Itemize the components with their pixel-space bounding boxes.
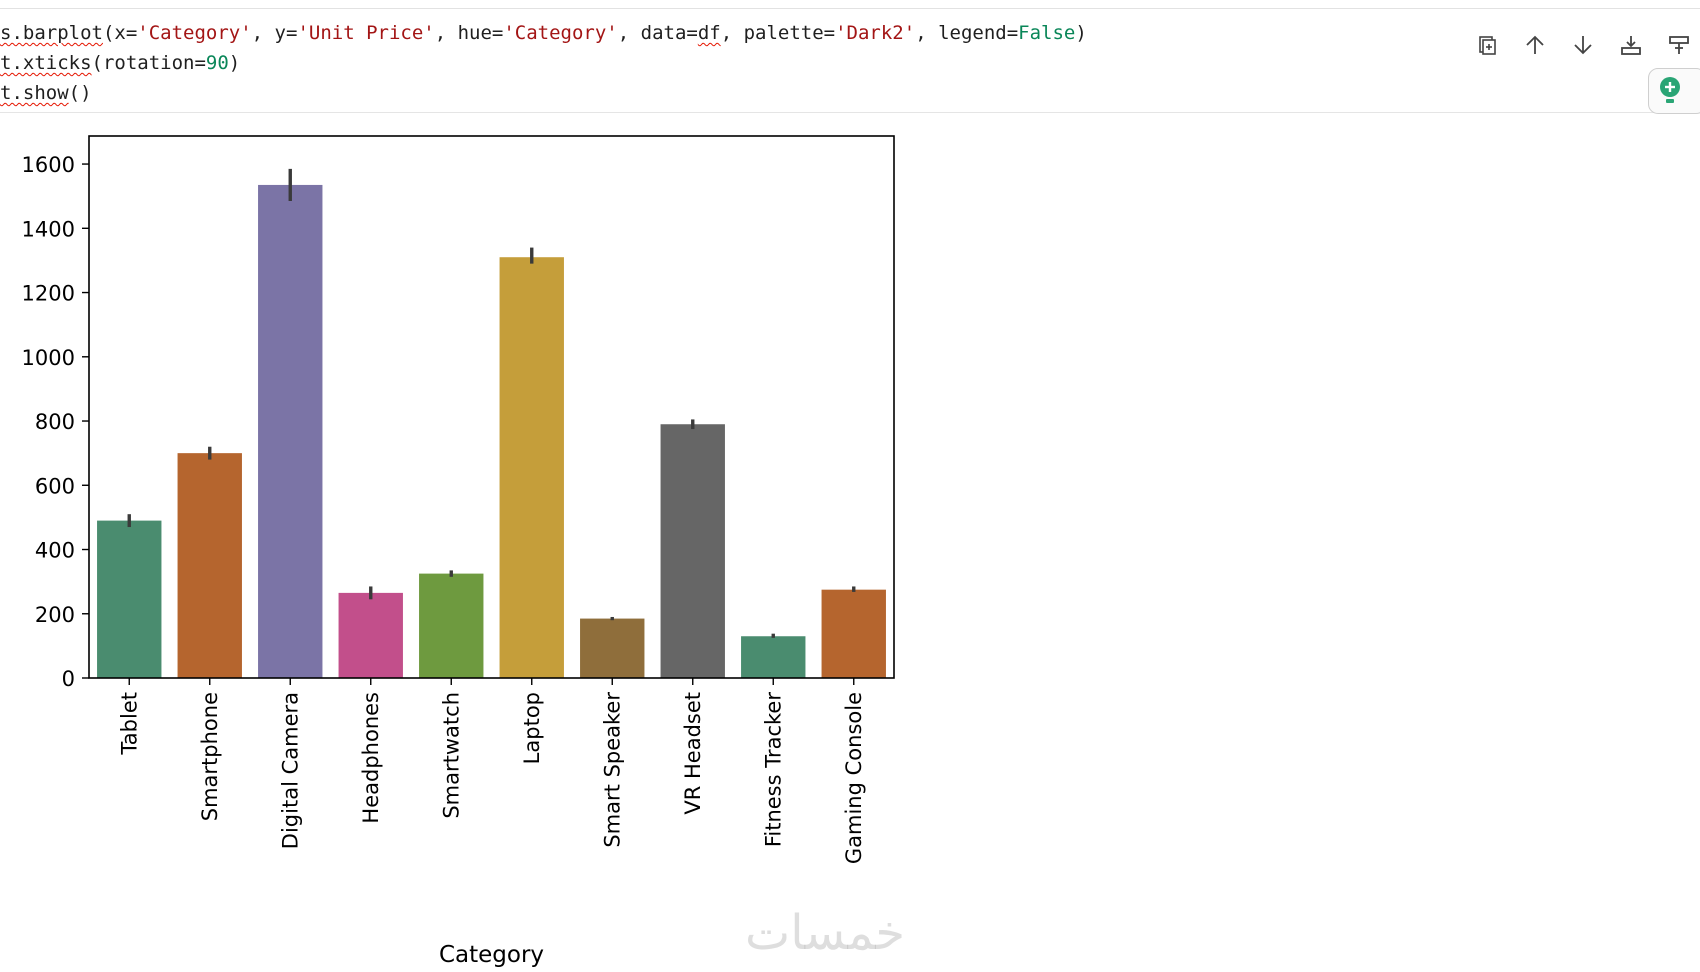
error-bars	[127, 168, 856, 638]
x-tick-label: Tablet	[117, 692, 141, 756]
bar-vr-headset	[660, 424, 725, 678]
bar-laptop	[499, 257, 564, 678]
move-down-button[interactable]	[1566, 28, 1600, 62]
code-token: ()	[68, 82, 92, 104]
code-token: , y=	[251, 22, 298, 44]
move-down-icon	[1574, 36, 1592, 55]
bar-smartwatch	[419, 573, 484, 678]
code-line[interactable]: s.barplot(x='Category', y='Unit Price', …	[0, 18, 1087, 48]
code-token: , palette=	[720, 22, 836, 44]
x-tick-label: Smartwatch	[439, 692, 463, 819]
move-up-button[interactable]	[1518, 28, 1552, 62]
code-line[interactable]: t.show()	[0, 78, 1087, 108]
code-cell[interactable]: s.barplot(x='Category', y='Unit Price', …	[0, 12, 1700, 114]
bars	[97, 184, 886, 678]
watermark: خمسات	[745, 905, 906, 961]
y-tick-label: 800	[35, 410, 75, 434]
code-token: False	[1018, 22, 1076, 44]
bar-chart: 0 200 400 600 800 1000 1200 1400 1600 Tablet Smar…	[22, 135, 895, 968]
code-editor[interactable]: s.barplot(x='Category', y='Unit Price', …	[0, 18, 1087, 108]
y-tick-label: 1400	[22, 217, 75, 241]
suggestion-badge[interactable]	[1648, 68, 1700, 114]
code-token: 'Category'	[503, 22, 618, 44]
y-axis: 0 200 400 600 800 1000 1200 1400 1600	[22, 153, 89, 691]
y-tick-label: 0	[62, 667, 75, 691]
split-cell-icon	[1479, 36, 1496, 55]
bar-digital-camera	[258, 184, 323, 678]
y-tick-label: 200	[35, 603, 75, 627]
top-divider	[0, 8, 1700, 9]
code-token: , hue=	[434, 22, 504, 44]
x-axis: Tablet Smartphone Digital Camera Headphones…	[117, 678, 866, 864]
y-tick-label: 1200	[22, 282, 75, 306]
bar-smart-speaker	[580, 618, 645, 678]
bar-headphones	[338, 592, 403, 678]
code-token: )	[228, 52, 241, 74]
cell-output: 0 200 400 600 800 1000 1200 1400 1600 Tablet Smar…	[0, 118, 1000, 968]
x-tick-label: Headphones	[359, 692, 383, 824]
code-token: 'Category'	[137, 22, 252, 44]
code-token: t.xticks	[0, 52, 92, 74]
bar-tablet	[97, 520, 162, 678]
y-tick-label: 600	[35, 474, 75, 498]
plot-frame	[88, 135, 895, 679]
insert-below-icon	[1621, 36, 1641, 55]
x-tick-label: Fitness Tracker	[761, 692, 785, 848]
x-axis-label: Category	[439, 942, 544, 968]
code-token: (rotation=	[91, 52, 206, 74]
split-cell-button[interactable]	[1470, 28, 1504, 62]
x-tick-label: VR Headset	[681, 692, 705, 815]
delete-cell-button[interactable]	[1662, 28, 1696, 62]
x-tick-label: Gaming Console	[842, 692, 866, 864]
y-tick-label: 1000	[22, 346, 75, 370]
code-token: s.barplot	[0, 22, 103, 44]
x-tick-label: Smartphone	[198, 692, 222, 821]
lightbulb-icon	[1660, 77, 1680, 103]
y-tick-label: 400	[35, 539, 75, 563]
insert-below-button[interactable]	[1614, 28, 1648, 62]
bar-fitness-tracker	[741, 636, 806, 678]
code-line[interactable]: t.xticks(rotation=90)	[0, 48, 1087, 78]
cell-toolbar	[1470, 28, 1696, 62]
bar-smartphone	[177, 453, 242, 678]
code-token: 90	[205, 52, 229, 74]
code-token: 'Dark2'	[835, 22, 916, 44]
x-tick-label: Smart Speaker	[600, 692, 624, 848]
code-token: t.show	[0, 82, 69, 104]
y-tick-label: 1600	[22, 153, 75, 177]
bar-gaming-console	[821, 589, 886, 678]
code-token: , data=	[617, 22, 698, 44]
x-tick-label: Laptop	[520, 692, 544, 764]
code-token: )	[1075, 22, 1087, 44]
move-up-icon	[1526, 35, 1544, 54]
x-tick-label: Digital Camera	[278, 692, 302, 849]
code-token: 'Unit Price'	[297, 22, 435, 44]
code-token: df	[697, 22, 721, 44]
delete-cell-icon	[1669, 36, 1689, 54]
code-token: , legend=	[915, 22, 1019, 44]
code-token: (x=	[102, 22, 138, 44]
